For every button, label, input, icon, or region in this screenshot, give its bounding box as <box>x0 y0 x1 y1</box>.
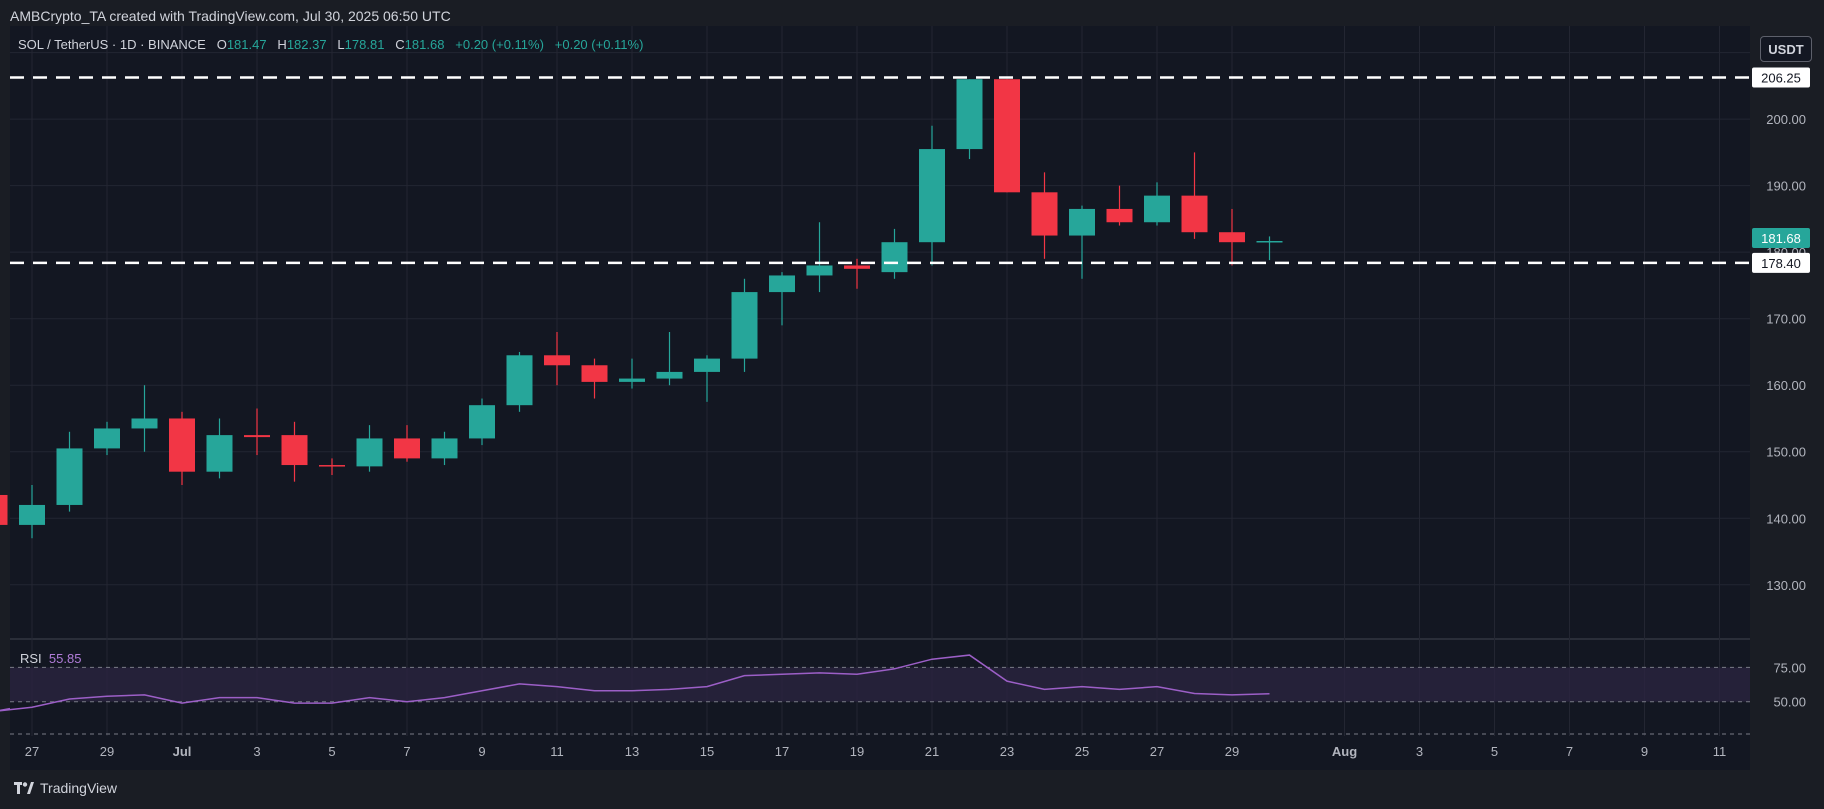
candle-body <box>994 79 1020 193</box>
candle-body <box>394 438 420 459</box>
time-tick-label: 3 <box>253 744 260 759</box>
rsi-tick-label: 50.00 <box>1773 695 1806 710</box>
candle-body <box>844 265 870 269</box>
candle-body <box>469 405 495 439</box>
symbol-legend: SOL / TetherUS · 1D · BINANCE O181.47 H1… <box>18 37 643 52</box>
last-price-tag <box>1752 227 1810 248</box>
candle-body <box>169 418 195 472</box>
time-tick-label: 27 <box>25 744 39 759</box>
level-price-label: 178.40 <box>1761 256 1801 271</box>
high-label: H <box>277 37 287 52</box>
candle-body <box>56 448 83 505</box>
high-value: 182.37 <box>286 37 327 52</box>
candle-body <box>1219 232 1245 243</box>
candle-body <box>244 435 270 438</box>
chart-attribution: AMBCrypto_TA created with TradingView.co… <box>10 8 451 24</box>
candle-body <box>656 371 683 379</box>
currency-button[interactable]: USDT <box>1760 36 1812 62</box>
time-tick-label: 29 <box>100 744 114 759</box>
level-price-label: 206.25 <box>1761 71 1801 86</box>
candle-body <box>581 365 608 382</box>
candle-body <box>619 378 645 382</box>
close-value: 181.68 <box>404 37 445 52</box>
time-tick-label: 11 <box>550 744 564 759</box>
time-tick-label: 7 <box>403 744 410 759</box>
rsi-line <box>0 654 1270 712</box>
time-tick-label: 21 <box>925 744 939 759</box>
candle-body <box>0 494 8 525</box>
candle-body <box>431 438 458 459</box>
candle-body <box>919 149 945 243</box>
time-tick-label: 17 <box>775 744 789 759</box>
rsi-band <box>10 667 1750 702</box>
candle-body <box>94 428 120 449</box>
time-tick-label: 9 <box>1641 744 1648 759</box>
tradingview-logo-icon <box>14 782 34 794</box>
candle-body <box>356 438 383 467</box>
candle-body <box>544 355 570 366</box>
last-price-label: 181.68 <box>1761 231 1801 246</box>
candle-body <box>506 355 533 406</box>
tradingview-branding[interactable]: TradingView <box>14 780 117 796</box>
price-tick-label: 140.00 <box>1766 511 1806 526</box>
time-tick-label: 9 <box>478 744 485 759</box>
candle-body <box>1181 195 1208 233</box>
rsi-legend: RSI 55.85 <box>20 651 81 666</box>
low-value: 178.81 <box>344 37 385 52</box>
candle-body <box>319 465 345 467</box>
time-tick-label: 27 <box>1150 744 1164 759</box>
candle-body <box>1256 240 1283 243</box>
time-tick-label: 29 <box>1225 744 1239 759</box>
candle-body <box>1106 208 1133 223</box>
time-tick-label: 23 <box>1000 744 1014 759</box>
rsi-label: RSI <box>20 651 42 666</box>
candle-body <box>131 418 158 429</box>
price-tick-label: 170.00 <box>1766 312 1806 327</box>
level-price-tag <box>1752 67 1810 88</box>
time-tick-label: 5 <box>1491 744 1498 759</box>
tradingview-brand-text: TradingView <box>40 780 118 796</box>
symbol-name: SOL / TetherUS · 1D · BINANCE <box>18 37 206 52</box>
candle-body <box>206 435 233 472</box>
candle-body <box>694 358 720 372</box>
open-label: O <box>216 37 227 52</box>
time-tick-label: 11 <box>1713 744 1727 759</box>
candle-body <box>769 275 795 293</box>
candle-body <box>956 79 983 150</box>
time-tick-label: Jul <box>173 744 192 759</box>
low-label: L <box>337 37 345 52</box>
price-tick-label: 160.00 <box>1766 378 1806 393</box>
time-tick-label: Aug <box>1332 744 1357 759</box>
change-value-2: +0.20 (+0.11%) <box>554 37 644 52</box>
candle-body <box>806 265 833 276</box>
time-tick-label: 7 <box>1566 744 1573 759</box>
time-tick-label: 19 <box>850 744 864 759</box>
open-value: 181.47 <box>226 37 267 52</box>
price-tick-label: 130.00 <box>1766 578 1806 593</box>
candle-body <box>281 435 308 466</box>
candle-body <box>1031 192 1058 236</box>
rsi-tick-label: 75.00 <box>1773 660 1806 675</box>
candle-body <box>1069 208 1095 236</box>
candle-body <box>19 504 45 525</box>
price-pane <box>10 26 1750 638</box>
time-tick-label: 25 <box>1075 744 1089 759</box>
time-tick-label: 15 <box>700 744 714 759</box>
change-value: +0.20 (+0.11%) <box>455 37 544 52</box>
candle-body <box>731 292 758 359</box>
time-axis-pane <box>10 736 1750 770</box>
price-tick-label: 200.00 <box>1766 112 1806 127</box>
price-tick-label: 150.00 <box>1766 445 1806 460</box>
rsi-value: 55.85 <box>48 651 82 666</box>
price-tick-label: 190.00 <box>1766 179 1806 194</box>
candle-body <box>1144 195 1170 223</box>
time-tick-label: 13 <box>625 744 639 759</box>
close-label: C <box>395 37 405 52</box>
candle-body <box>881 242 908 273</box>
time-tick-label: 5 <box>328 744 335 759</box>
level-price-tag <box>1752 252 1810 273</box>
time-tick-label: 3 <box>1416 744 1423 759</box>
